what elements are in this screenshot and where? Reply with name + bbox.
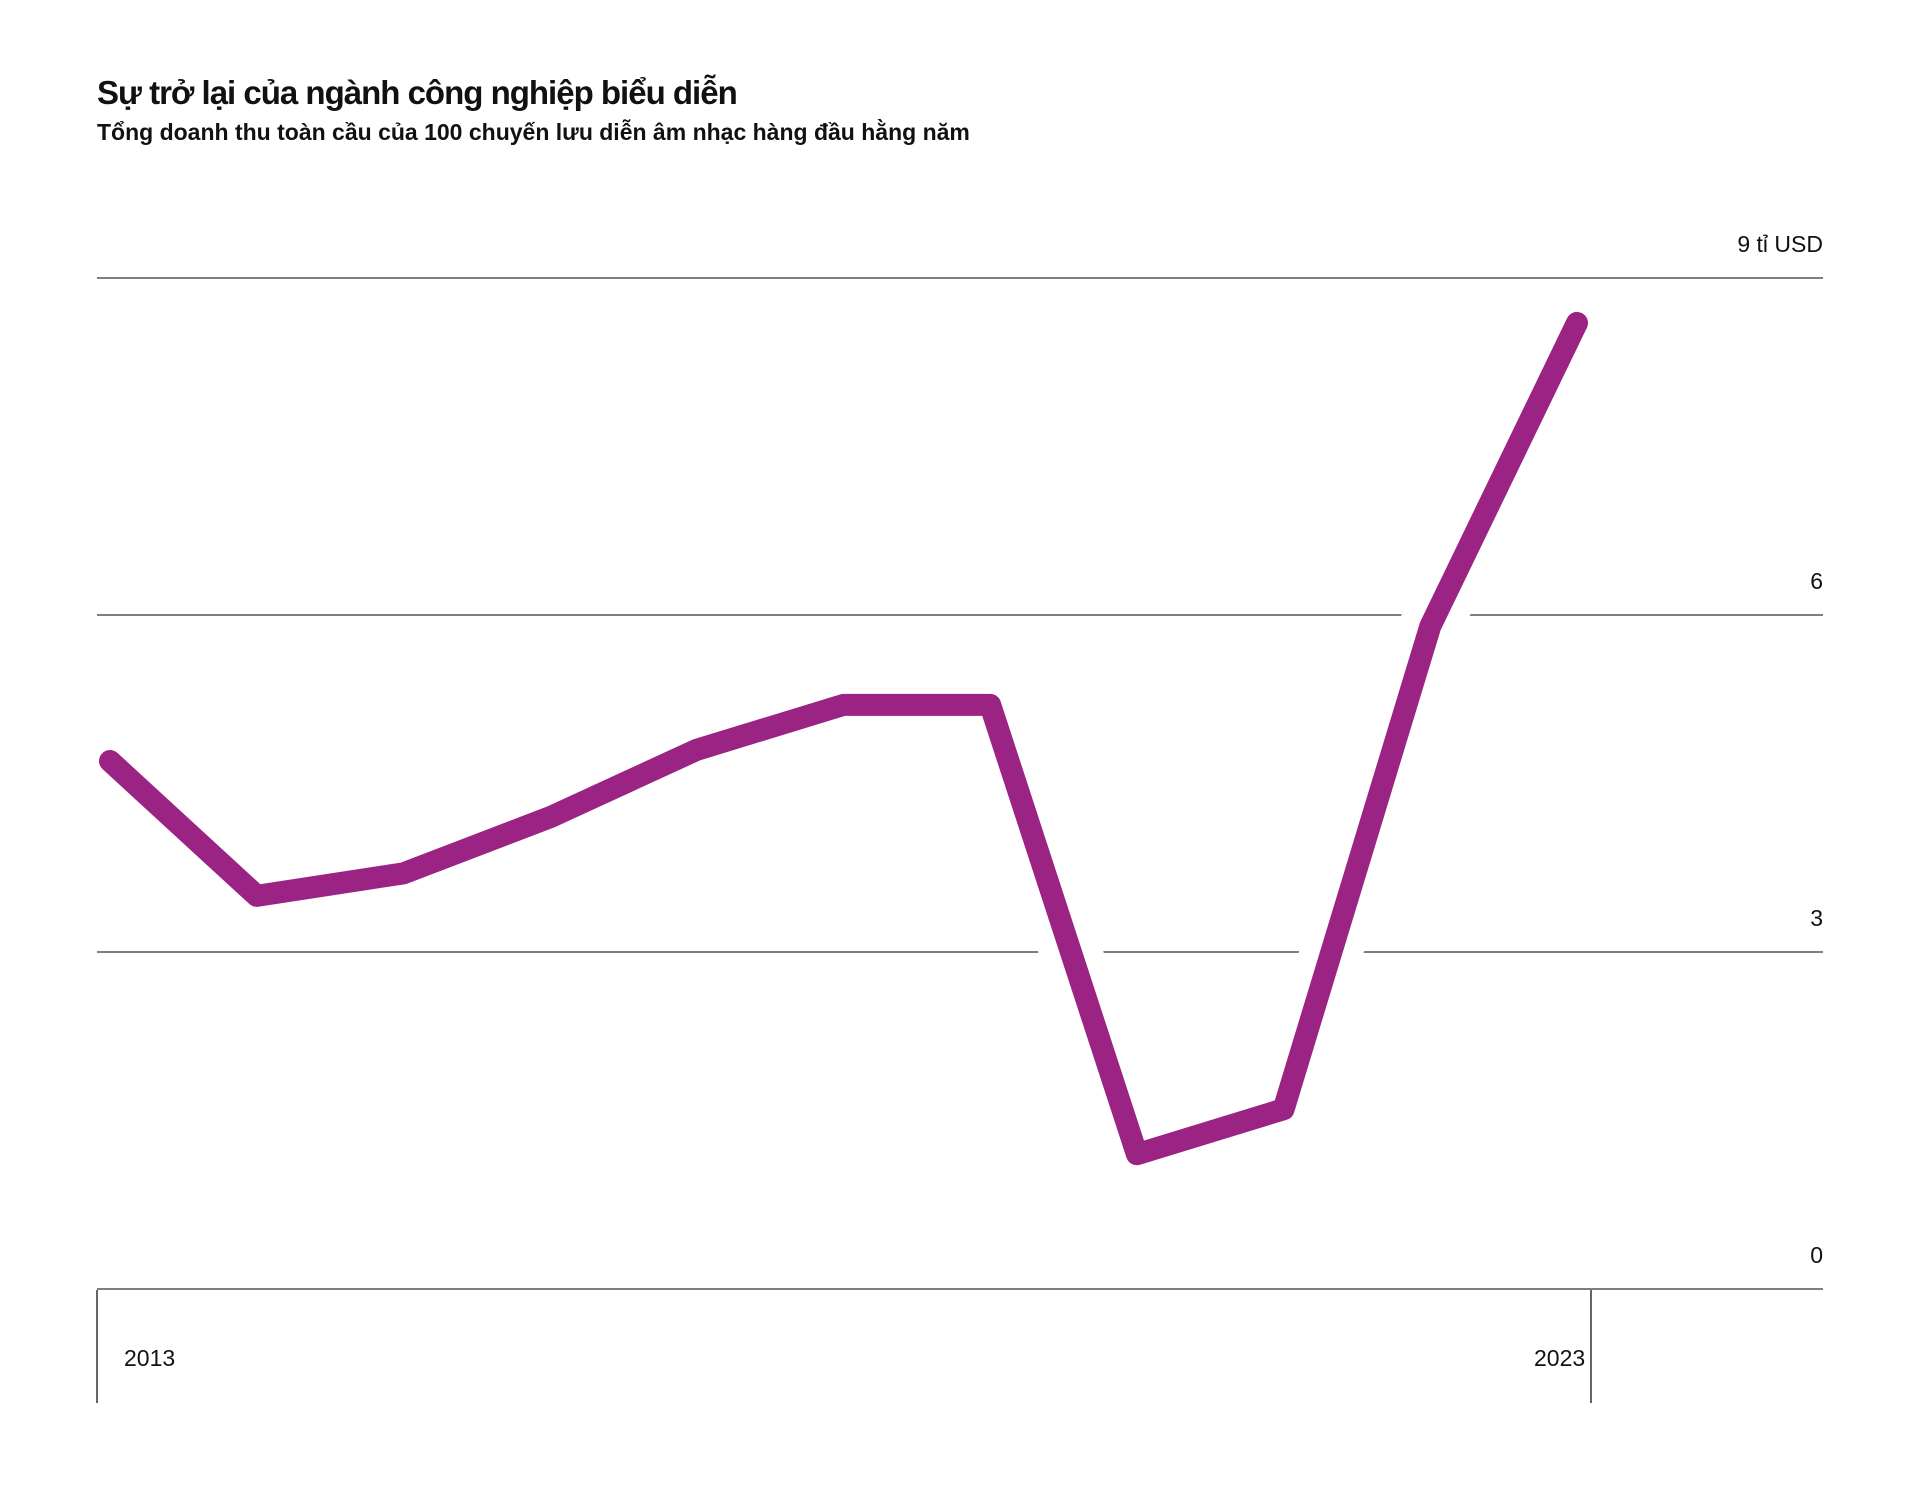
- line: [99, 311, 1588, 1166]
- plot: [89, 309, 1605, 1186]
- grid: [97, 277, 1823, 1290]
- x-tick-label: 2023: [1534, 1345, 1585, 1371]
- y-tick-label: 9 tỉ USD: [1737, 231, 1823, 257]
- chart-title: Sự trở lại của ngành công nghiệp biểu di…: [97, 74, 737, 111]
- y-tick-label: 6: [1810, 568, 1823, 594]
- line-halo: [89, 309, 1605, 1186]
- y-tick-label: 0: [1810, 1242, 1823, 1268]
- x-tick-label: 2013: [124, 1345, 175, 1371]
- chart-subtitle: Tổng doanh thu toàn cầu của 100 chuyến l…: [97, 118, 970, 145]
- y-tick-label: 3: [1810, 905, 1823, 931]
